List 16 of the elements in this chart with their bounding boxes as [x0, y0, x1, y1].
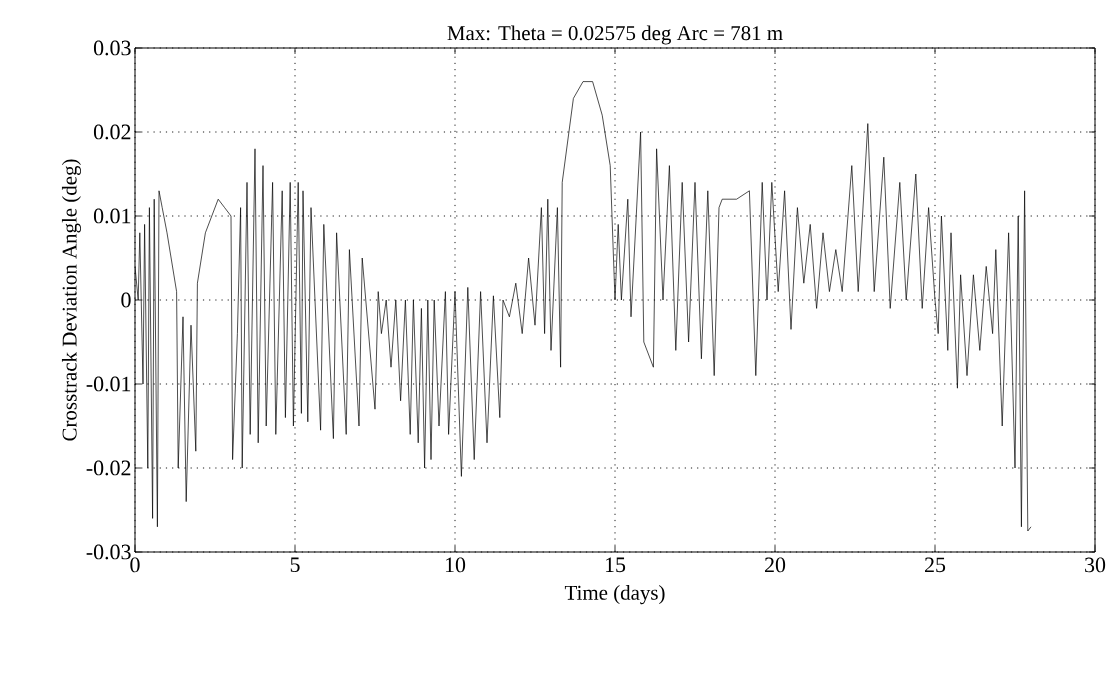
y-tick-label: -0.02 [86, 460, 131, 476]
chart-title: Max: Theta = 0.02575 deg Arc = 781 m [447, 25, 783, 45]
x-axis-title: Time (days) [564, 585, 665, 605]
x-tick-label: 15 [605, 557, 626, 573]
y-tick-label: 0 [121, 292, 131, 308]
y-tick-label: 0.01 [93, 208, 131, 224]
x-tick-label: 10 [445, 557, 466, 573]
x-tick-label: 25 [925, 557, 946, 573]
x-tick-label: 30 [1085, 557, 1106, 573]
x-tick-label: 20 [765, 557, 786, 573]
y-tick-label: -0.01 [86, 376, 131, 392]
y-tick-label: 0.02 [93, 124, 131, 140]
y-tick-label: -0.03 [86, 544, 131, 560]
x-tick-label: 5 [290, 557, 300, 573]
y-axis-title: Crosstrack Deviation Angle (deg) [61, 159, 81, 441]
y-tick-label: 0.03 [93, 40, 131, 56]
